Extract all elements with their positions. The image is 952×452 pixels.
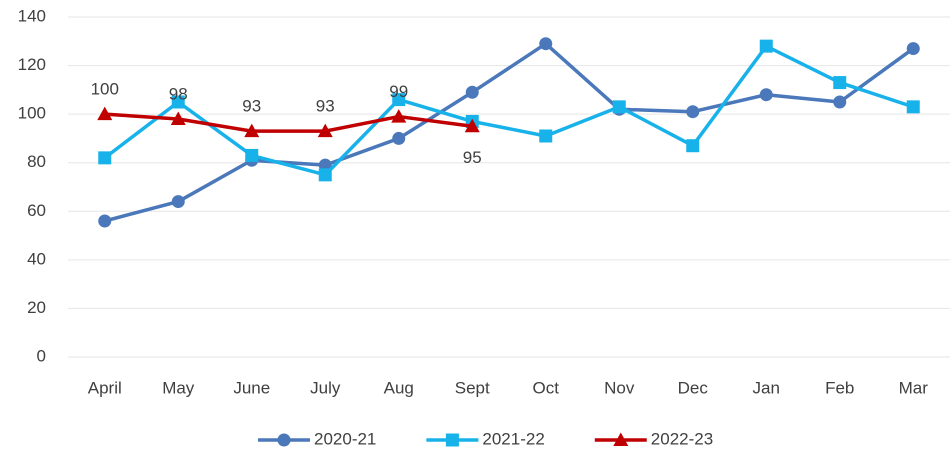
marker: [98, 151, 112, 165]
marker: [244, 123, 260, 138]
legend-label: 2022-23: [651, 429, 713, 448]
legend-item: 2021-22: [426, 429, 545, 448]
marker: [317, 123, 333, 138]
x-tick-label: July: [310, 378, 341, 397]
marker: [759, 39, 773, 53]
y-tick-label: 0: [37, 346, 46, 365]
x-tick-label: Nov: [604, 378, 635, 397]
marker: [318, 168, 332, 182]
marker: [686, 139, 700, 153]
series-line: [104, 41, 915, 223]
x-tick-label: Dec: [678, 378, 709, 397]
marker: [245, 148, 259, 162]
marker: [97, 106, 113, 121]
data-label: 100: [91, 80, 119, 99]
data-label: 99: [389, 82, 408, 101]
y-tick-label: 120: [18, 55, 46, 74]
marker: [833, 95, 847, 109]
marker: [464, 118, 480, 133]
marker: [171, 95, 185, 109]
marker: [686, 105, 700, 119]
series-line: [104, 112, 473, 133]
marker: [392, 93, 406, 107]
marker: [170, 111, 186, 125]
x-tick-label: April: [88, 378, 122, 397]
marker: [445, 433, 459, 447]
x-tick-label: Aug: [384, 378, 414, 397]
y-tick-label: 60: [27, 201, 46, 220]
data-label: 93: [316, 97, 335, 116]
marker: [906, 42, 920, 56]
x-tick-label: May: [162, 378, 195, 397]
marker: [833, 76, 847, 90]
x-tick-label: June: [233, 378, 270, 397]
marker: [612, 100, 626, 114]
data-label: 93: [242, 97, 261, 116]
x-tick-label: Jan: [753, 378, 780, 397]
data-label: 95: [463, 148, 482, 167]
marker: [613, 432, 629, 446]
legend-label: 2021-22: [482, 429, 544, 448]
x-tick-label: Mar: [899, 378, 929, 397]
marker: [98, 214, 112, 228]
series-line: [103, 44, 914, 177]
marker: [465, 85, 479, 99]
y-tick-label: 20: [27, 298, 46, 317]
legend-item: 2022-23: [594, 429, 713, 448]
marker: [759, 88, 773, 102]
x-tick-label: Oct: [533, 378, 560, 397]
marker: [539, 129, 553, 143]
marker: [392, 131, 406, 145]
y-tick-label: 100: [18, 104, 46, 123]
marker: [539, 37, 553, 51]
marker: [906, 100, 920, 114]
legend-label: 2020-21: [314, 429, 376, 448]
y-tick-label: 40: [27, 249, 46, 268]
x-tick-label: Feb: [825, 378, 854, 397]
legend-item: 2020-21: [258, 429, 376, 448]
y-tick-label: 80: [27, 152, 46, 171]
marker: [391, 109, 407, 123]
data-label: 98: [169, 84, 188, 103]
marker: [171, 195, 185, 209]
marker: [277, 433, 291, 447]
x-tick-label: Sept: [455, 378, 490, 397]
y-tick-label: 140: [18, 6, 46, 25]
